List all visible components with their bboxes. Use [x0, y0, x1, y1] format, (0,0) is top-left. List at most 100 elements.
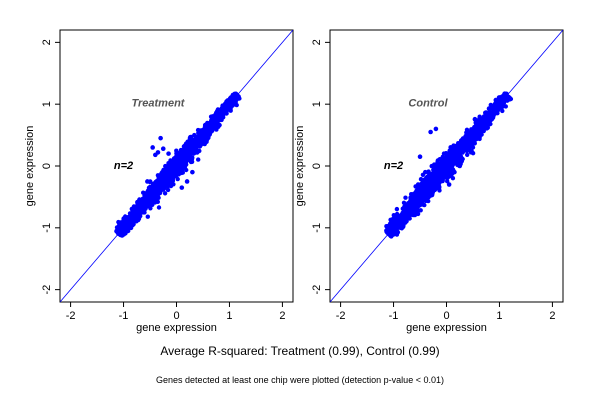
data-point — [175, 176, 180, 182]
data-point — [185, 139, 190, 144]
data-point — [471, 136, 476, 141]
data-point — [187, 151, 192, 156]
outlier-point — [423, 169, 428, 175]
data-point — [486, 122, 491, 127]
data-point — [407, 216, 412, 221]
outlier-point — [417, 154, 423, 160]
data-point — [415, 186, 420, 191]
data-point — [157, 175, 162, 180]
outlier-point — [160, 146, 166, 151]
data-point — [437, 188, 442, 193]
data-point — [427, 187, 432, 192]
data-point — [137, 206, 143, 211]
data-point — [418, 177, 424, 182]
data-point — [156, 195, 161, 200]
data-point — [228, 108, 233, 113]
x-tick-label: -1 — [389, 310, 399, 322]
data-point — [196, 157, 201, 162]
outlier-point — [190, 169, 195, 175]
data-point — [474, 132, 480, 137]
data-point — [398, 222, 403, 228]
data-point — [503, 104, 508, 109]
data-point — [479, 132, 484, 137]
data-point — [186, 146, 191, 151]
data-point — [386, 230, 391, 235]
data-point — [403, 207, 409, 212]
data-point — [415, 194, 421, 200]
data-point — [162, 191, 168, 196]
data-point — [441, 157, 446, 162]
data-point — [410, 195, 416, 200]
data-point — [191, 151, 197, 156]
data-point — [125, 220, 131, 225]
data-point — [466, 144, 472, 150]
x-tick-label: 1 — [226, 310, 232, 322]
outlier-point — [150, 145, 155, 150]
data-point — [232, 100, 237, 105]
y-tick-label: -2 — [311, 285, 323, 295]
data-point — [508, 96, 514, 102]
data-point — [406, 201, 411, 206]
data-point — [458, 138, 464, 143]
data-point — [171, 182, 176, 187]
outlier-point — [428, 129, 433, 135]
data-point — [224, 111, 229, 116]
y-tick-label: 1 — [41, 101, 53, 107]
data-point — [502, 91, 507, 96]
data-point — [465, 152, 470, 157]
data-point — [422, 190, 427, 195]
y-tick-label: 2 — [41, 39, 53, 45]
data-point — [392, 215, 398, 220]
data-point — [135, 213, 140, 218]
sample-count-label: n=2 — [114, 160, 133, 172]
y-tick-label: 1 — [311, 101, 323, 107]
data-point — [184, 167, 189, 173]
data-point — [146, 195, 151, 200]
data-point — [450, 163, 455, 168]
data-point — [158, 179, 163, 184]
data-point — [478, 119, 483, 124]
data-point — [190, 146, 196, 151]
data-point — [437, 174, 442, 179]
data-point — [225, 102, 231, 108]
scatter-panel-2: -2 -1 0 1 2 -2 -1 0 1 2 gene expression gene expres… — [294, 29, 564, 334]
data-point — [463, 146, 468, 152]
data-point — [234, 96, 240, 101]
data-point — [184, 153, 189, 159]
outlier-point — [158, 135, 163, 141]
data-point — [152, 200, 158, 205]
data-point — [403, 195, 408, 200]
data-point — [180, 170, 185, 175]
data-point — [440, 164, 446, 170]
data-point — [400, 211, 405, 216]
data-point — [156, 205, 162, 210]
data-point — [423, 198, 428, 204]
data-point — [197, 137, 202, 143]
data-point — [394, 225, 399, 230]
data-point — [451, 158, 457, 163]
data-point — [472, 117, 478, 122]
outlier-point — [452, 169, 457, 175]
data-point — [165, 183, 171, 188]
data-point — [430, 171, 435, 176]
outlier-point — [433, 126, 439, 132]
y-tick-label: -1 — [311, 223, 323, 233]
data-point — [190, 141, 196, 147]
x-axis-label: gene expression — [136, 322, 217, 334]
data-point — [410, 212, 415, 217]
data-point — [131, 213, 136, 218]
outlier-point — [457, 163, 463, 169]
data-point — [401, 215, 406, 220]
y-tick-label: 2 — [311, 39, 323, 45]
note-caption: Genes detected at least one chip were pl… — [156, 375, 444, 385]
data-point — [412, 205, 417, 210]
y-tick-label: -2 — [41, 285, 53, 295]
data-point — [420, 194, 426, 199]
data-point — [493, 100, 499, 105]
data-point — [205, 128, 210, 133]
data-point — [182, 164, 187, 169]
data-point — [192, 132, 197, 138]
data-point — [445, 179, 450, 184]
data-point — [157, 182, 162, 188]
data-point — [129, 219, 134, 224]
